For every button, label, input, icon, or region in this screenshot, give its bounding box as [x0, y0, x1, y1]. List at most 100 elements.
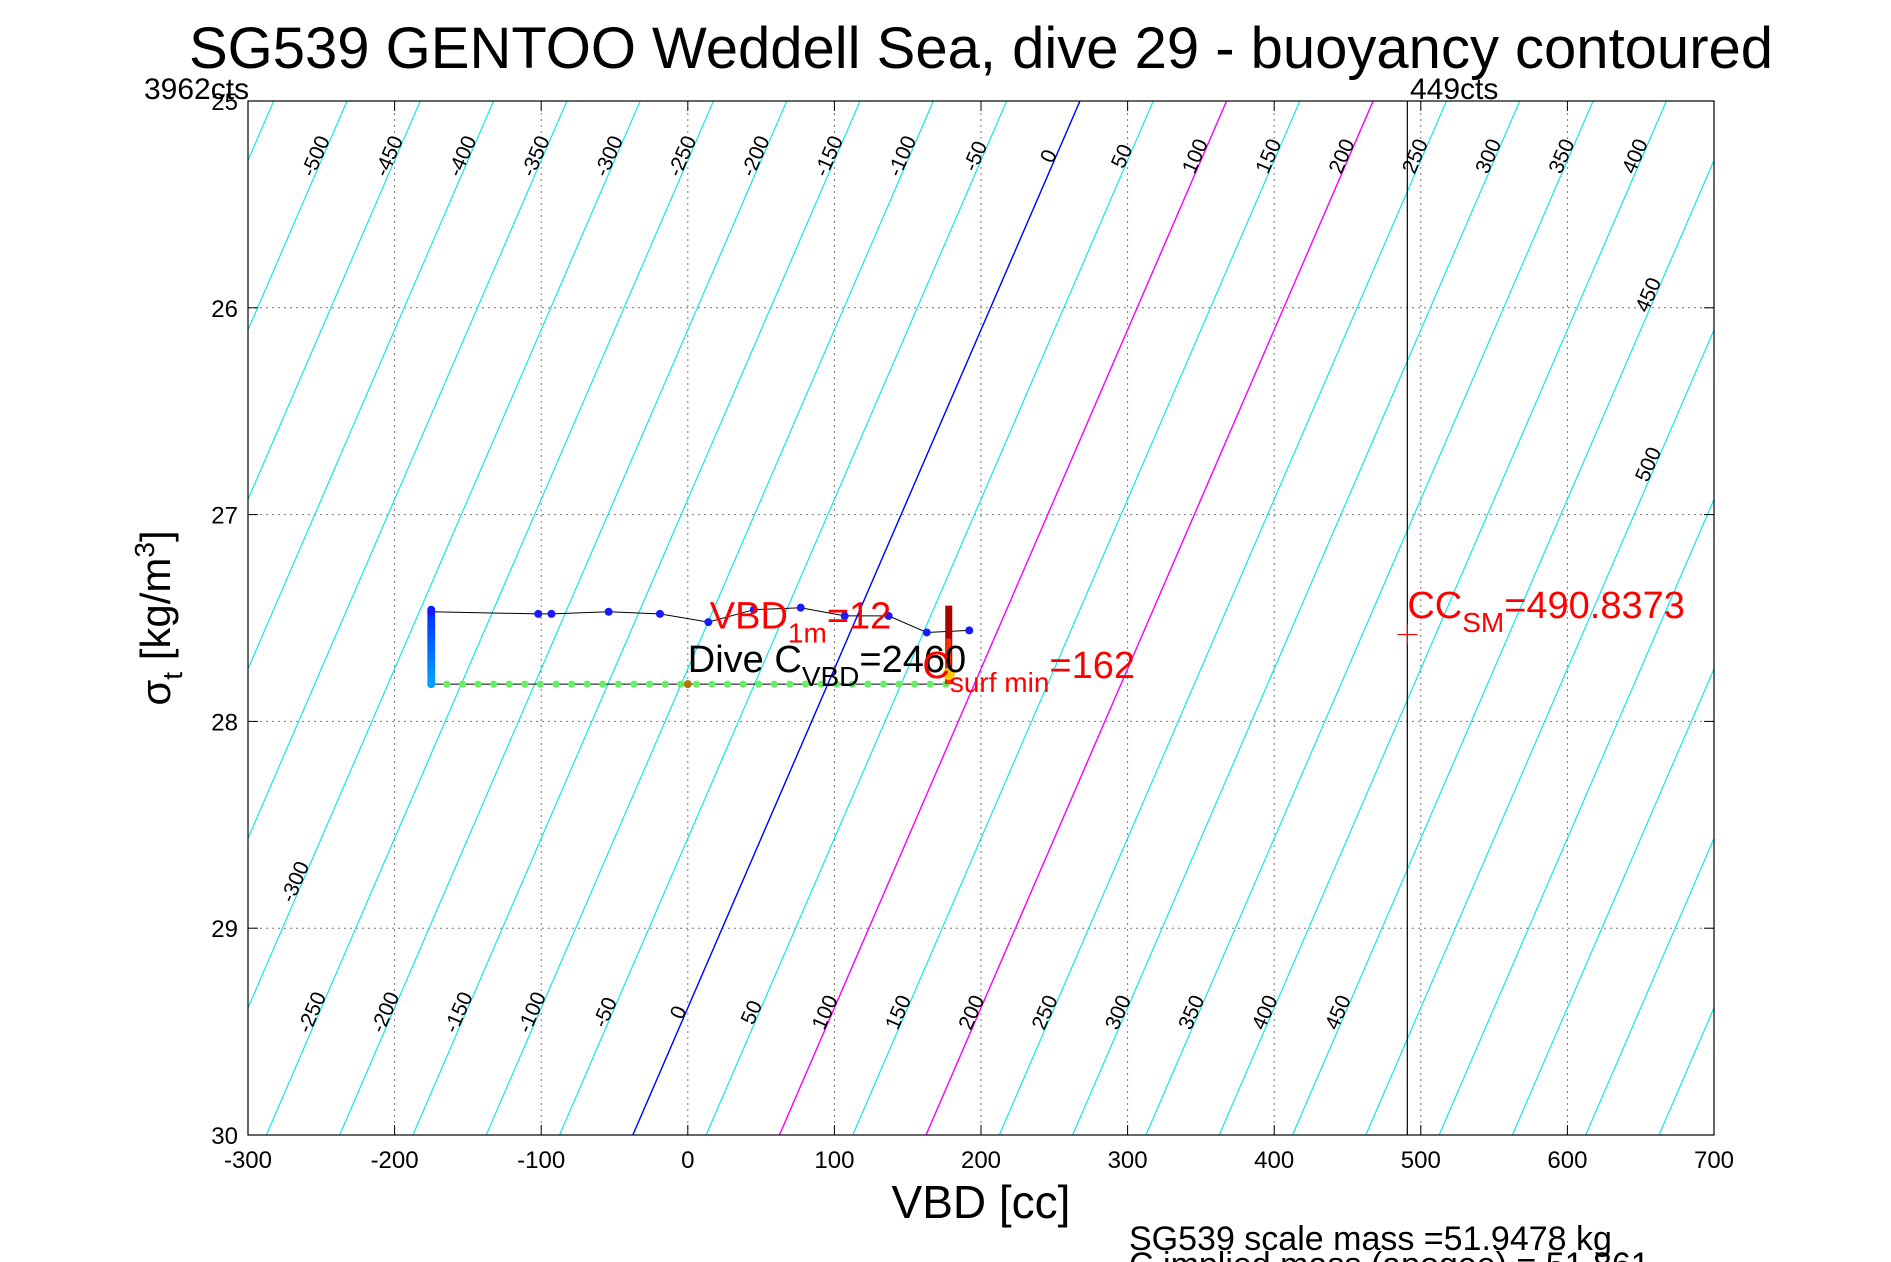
- contour-label: 400: [1618, 136, 1653, 177]
- annotation-dive-c-vbd: Dive CVBD=2460: [688, 639, 966, 692]
- bottom-point: [490, 680, 498, 688]
- descent-point: [840, 611, 849, 620]
- annotation-value: =2460: [859, 639, 966, 681]
- contour-label: -50: [959, 138, 992, 175]
- grid-lines: [248, 101, 1714, 1135]
- contour-label: 400: [1248, 992, 1283, 1033]
- highlight-line-200: [925, 101, 1374, 1135]
- descent-point: [922, 628, 931, 637]
- descent-point: [427, 607, 436, 616]
- contour-label: 0: [1036, 146, 1062, 166]
- bottom-point: [599, 680, 607, 688]
- contour-label: 200: [1325, 136, 1360, 177]
- y-label-sigma: σ: [132, 680, 179, 706]
- x-tick-label: -200: [371, 1147, 419, 1174]
- annotation-value: =490.8373: [1504, 585, 1685, 627]
- bottom-point: [645, 680, 654, 688]
- surface-cluster-yellow: [942, 667, 955, 680]
- contour-line: [248, 101, 421, 501]
- descent-point: [704, 618, 713, 627]
- contour-line: [705, 101, 1154, 1135]
- contour-label: 50: [1107, 141, 1137, 172]
- bottom-point: [926, 680, 934, 688]
- x-tick-label: 500: [1401, 1147, 1441, 1174]
- annotation-main: VBD: [710, 595, 788, 637]
- y-label-close: ]: [132, 530, 179, 542]
- bottom-point: [474, 680, 482, 688]
- contour-label: 50: [737, 997, 767, 1028]
- annotation-main: CC: [1407, 585, 1462, 627]
- contour-label: 500: [1631, 444, 1666, 485]
- bottom-point: [786, 680, 794, 688]
- contour-label: 100: [808, 992, 843, 1033]
- y-tick-label: 30: [211, 1123, 238, 1150]
- y-label-units: [kg/m: [132, 558, 179, 672]
- bottom-point: [583, 680, 591, 688]
- y-tick-label: 27: [211, 503, 238, 530]
- contour-line: [1365, 328, 1714, 1135]
- descent-point: [965, 626, 974, 635]
- descent-point: [796, 603, 805, 612]
- x-tick-label: 200: [961, 1147, 1001, 1174]
- bottom-point: [552, 680, 560, 688]
- descent-point: [884, 611, 893, 620]
- contour-label: -50: [589, 994, 622, 1031]
- footer-implied-mass: C implied mass (apogee) = 51.861: [1129, 1246, 1650, 1262]
- x-tick-label: 300: [1108, 1147, 1148, 1174]
- annotation-value: =12: [827, 595, 891, 637]
- y-tick-label: 25: [211, 89, 238, 116]
- annotation-c-surf-min: Csurf min=162: [922, 645, 1135, 698]
- y-tick-label: 29: [211, 916, 238, 943]
- footer-implied-main: C: [1129, 1246, 1154, 1262]
- contour-label: 300: [1471, 136, 1506, 177]
- highlight-contours: [632, 101, 1374, 1135]
- corner-label-left: 3962cts: [144, 73, 249, 106]
- contour-line: [248, 101, 348, 332]
- contour-line: [852, 101, 1301, 1135]
- x-tick-label: 0: [681, 1147, 694, 1174]
- bottom-point: [864, 680, 872, 688]
- contour-line: [412, 101, 861, 1135]
- contour-line: [265, 101, 714, 1135]
- x-tick-label: -300: [224, 1147, 272, 1174]
- contour-line: [339, 101, 788, 1135]
- annotation-sub: VBD: [802, 661, 860, 692]
- bottom-point: [833, 680, 841, 688]
- x-axis-label: VBD [cc]: [892, 1176, 1071, 1228]
- annotation-value: =162: [1049, 645, 1135, 687]
- bottom-point: [614, 680, 622, 688]
- annotation-sub: 1m: [788, 617, 827, 648]
- contour-label: 200: [954, 992, 989, 1033]
- bottom-point: [755, 680, 763, 688]
- contour-label: -300: [276, 858, 314, 906]
- contour-label: 100: [1178, 136, 1213, 177]
- bottom-point: [443, 680, 451, 688]
- contour-line: [1511, 667, 1714, 1135]
- contour-line: [1806, 101, 1891, 1135]
- annotation-cc-sm: CCSM=490.8373: [1407, 585, 1685, 638]
- contour-label: 450: [1631, 274, 1666, 315]
- dive-track: [427, 603, 974, 689]
- descent-point: [749, 605, 758, 614]
- bottom-point: [677, 680, 685, 688]
- contour-line: [1072, 101, 1521, 1135]
- vertical-point: [427, 680, 436, 689]
- contour-line: [1145, 101, 1594, 1135]
- contour-line: [248, 101, 568, 840]
- contour-line: [1585, 836, 1714, 1135]
- highlight-line-0: [632, 101, 1081, 1135]
- bottom-point: [911, 680, 919, 688]
- contour-label: 250: [1028, 992, 1063, 1033]
- bottom-point: [692, 680, 700, 688]
- descent-point: [604, 607, 613, 616]
- bottom-point: [521, 680, 529, 688]
- contour-line: [1879, 101, 1891, 1135]
- contour-line: [0, 101, 54, 1135]
- bottom-point: [567, 680, 576, 688]
- contour-label: 0: [666, 1003, 692, 1023]
- contour-label: -100: [883, 132, 921, 180]
- bottom-point: [458, 680, 467, 688]
- contour-line: [1732, 101, 1891, 1135]
- contour-label: -150: [810, 132, 848, 180]
- annotation-sub: SM: [1462, 607, 1504, 638]
